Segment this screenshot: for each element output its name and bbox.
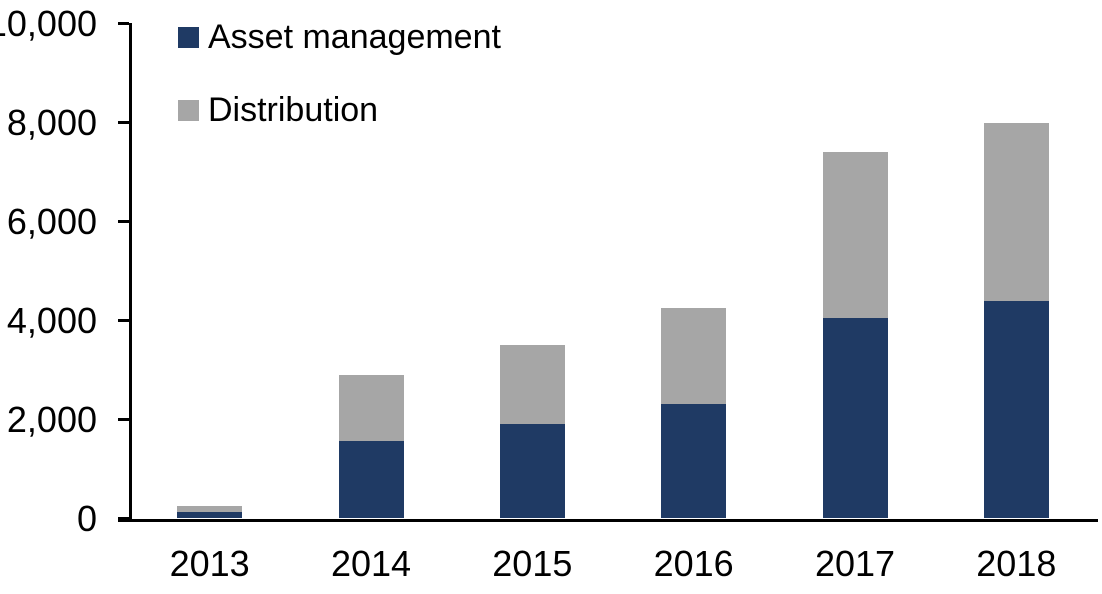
bar-segment-distribution-2014 (338, 375, 404, 442)
x-axis-label-2015: 2015 (492, 543, 573, 584)
legend-swatch-distribution (178, 99, 199, 121)
x-axis-label-2017: 2017 (814, 543, 896, 584)
y-axis-tick-label: 8,000 (6, 101, 97, 143)
bar-segment-distribution-2018 (983, 122, 1049, 301)
x-axis-line (118, 518, 1098, 522)
bar-segment-asset-management-2014 (338, 441, 404, 519)
bar-segment-asset-management-2016 (661, 403, 727, 519)
x-axis-label-2013: 2013 (169, 543, 250, 584)
bar-segment-distribution-2015 (499, 345, 565, 424)
bar-segment-asset-management-2017 (822, 317, 888, 519)
bar-segment-asset-management-2018 (983, 300, 1049, 519)
x-axis-label-2016: 2016 (653, 543, 734, 584)
bar-segment-distribution-2017 (822, 152, 888, 318)
legend-item-asset-management: Asset management (178, 20, 501, 54)
y-axis-tick-label: 0 (76, 497, 97, 539)
y-axis-tick-label: 4,000 (6, 299, 97, 341)
bar-segment-distribution-2016 (661, 308, 727, 404)
y-axis-tick (118, 22, 129, 25)
legend-item-distribution: Distribution (178, 93, 378, 127)
y-axis-tick-label: 10,000 (0, 2, 97, 44)
y-axis-tick (118, 121, 129, 124)
y-axis-line (129, 23, 132, 519)
y-axis-tick-label: 2,000 (6, 398, 97, 440)
legend-swatch-asset-management (178, 26, 199, 48)
y-axis-tick-label: 6,000 (6, 200, 97, 242)
legend-label-asset-management: Asset management (208, 18, 501, 56)
y-axis-tick (118, 220, 129, 223)
y-axis-tick (118, 418, 129, 421)
bar-segment-asset-management-2015 (499, 423, 565, 519)
bar-segment-distribution-2013 (177, 506, 243, 513)
x-axis-label-2014: 2014 (330, 543, 412, 584)
bar-segment-asset-management-2013 (177, 512, 243, 519)
x-axis-label-2018: 2018 (976, 543, 1057, 584)
legend-label-distribution: Distribution (208, 91, 379, 129)
y-axis-tick (118, 319, 129, 322)
